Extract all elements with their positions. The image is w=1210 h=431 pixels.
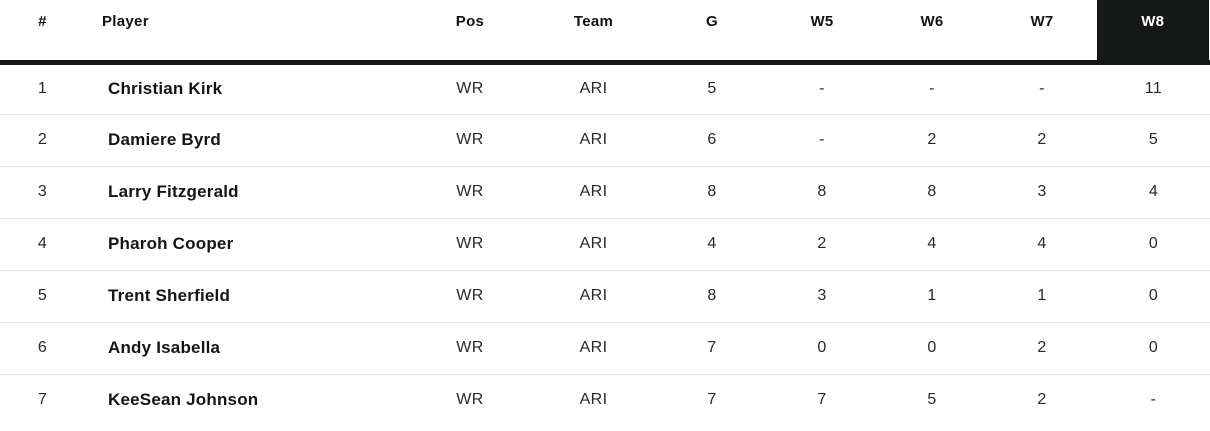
pos-cell: WR <box>410 373 530 426</box>
games-cell: 7 <box>657 373 767 426</box>
w5-cell: 0 <box>767 321 877 374</box>
header-row: # Player Pos Team G W5 W6 W7 W8 <box>0 0 1210 62</box>
player-name-cell: Trent Sherfield <box>80 269 410 322</box>
rank-cell: 2 <box>0 113 80 166</box>
table-body: 1 Christian Kirk WR ARI 5 - - - 11 2 Dam… <box>0 62 1210 426</box>
team-cell: ARI <box>530 217 657 270</box>
rank-cell: 1 <box>0 62 80 114</box>
w5-cell: 7 <box>767 373 877 426</box>
player-name-cell: KeeSean Johnson <box>80 373 410 426</box>
table-row: 7 KeeSean Johnson WR ARI 7 7 5 2 - <box>0 373 1210 426</box>
w8-cell: 0 <box>1097 269 1210 322</box>
w7-cell: 1 <box>987 269 1097 322</box>
rank-cell: 7 <box>0 373 80 426</box>
player-name-cell: Pharoh Cooper <box>80 217 410 270</box>
w7-cell: 3 <box>987 165 1097 218</box>
pos-cell: WR <box>410 165 530 218</box>
team-cell: ARI <box>530 113 657 166</box>
table-row: 4 Pharoh Cooper WR ARI 4 2 4 4 0 <box>0 217 1210 270</box>
w7-cell: 2 <box>987 113 1097 166</box>
w6-cell: 0 <box>877 321 987 374</box>
w6-cell: 1 <box>877 269 987 322</box>
w5-cell: - <box>767 113 877 166</box>
w7-cell: 2 <box>987 321 1097 374</box>
w6-cell: 5 <box>877 373 987 426</box>
games-cell: 7 <box>657 321 767 374</box>
games-cell: 8 <box>657 165 767 218</box>
w6-cell: 2 <box>877 113 987 166</box>
column-header-team[interactable]: Team <box>530 0 657 62</box>
w6-cell: 8 <box>877 165 987 218</box>
pos-cell: WR <box>410 269 530 322</box>
w5-cell: - <box>767 62 877 114</box>
games-cell: 5 <box>657 62 767 114</box>
column-header-w7[interactable]: W7 <box>987 0 1097 62</box>
rank-cell: 4 <box>0 217 80 270</box>
team-cell: ARI <box>530 373 657 426</box>
w8-cell: 11 <box>1097 62 1210 114</box>
table-row: 1 Christian Kirk WR ARI 5 - - - 11 <box>0 62 1210 114</box>
games-cell: 4 <box>657 217 767 270</box>
rank-cell: 5 <box>0 269 80 322</box>
team-cell: ARI <box>530 269 657 322</box>
w7-cell: 4 <box>987 217 1097 270</box>
w7-cell: 2 <box>987 373 1097 426</box>
column-header-w6[interactable]: W6 <box>877 0 987 62</box>
column-header-rank[interactable]: # <box>0 0 80 62</box>
pos-cell: WR <box>410 217 530 270</box>
column-header-w8-highlighted[interactable]: W8 <box>1097 0 1210 62</box>
table-row: 3 Larry Fitzgerald WR ARI 8 8 8 3 4 <box>0 165 1210 218</box>
rank-cell: 3 <box>0 165 80 218</box>
table-row: 6 Andy Isabella WR ARI 7 0 0 2 0 <box>0 321 1210 374</box>
column-header-pos[interactable]: Pos <box>410 0 530 62</box>
rank-cell: 6 <box>0 321 80 374</box>
w5-cell: 3 <box>767 269 877 322</box>
table-row: 5 Trent Sherfield WR ARI 8 3 1 1 0 <box>0 269 1210 322</box>
table-header: # Player Pos Team G W5 W6 W7 W8 <box>0 0 1210 62</box>
w8-cell: 0 <box>1097 321 1210 374</box>
player-name-cell: Christian Kirk <box>80 62 410 114</box>
games-cell: 6 <box>657 113 767 166</box>
w6-cell: - <box>877 62 987 114</box>
w8-cell: 4 <box>1097 165 1210 218</box>
team-cell: ARI <box>530 62 657 114</box>
w8-cell: 0 <box>1097 217 1210 270</box>
w8-cell: 5 <box>1097 113 1210 166</box>
team-cell: ARI <box>530 165 657 218</box>
player-name-cell: Andy Isabella <box>80 321 410 374</box>
games-cell: 8 <box>657 269 767 322</box>
w6-cell: 4 <box>877 217 987 270</box>
table-row: 2 Damiere Byrd WR ARI 6 - 2 2 5 <box>0 113 1210 166</box>
pos-cell: WR <box>410 62 530 114</box>
w8-cell: - <box>1097 373 1210 426</box>
pos-cell: WR <box>410 113 530 166</box>
column-header-g[interactable]: G <box>657 0 767 62</box>
player-name-cell: Damiere Byrd <box>80 113 410 166</box>
player-name-cell: Larry Fitzgerald <box>80 165 410 218</box>
pos-cell: WR <box>410 321 530 374</box>
w7-cell: - <box>987 62 1097 114</box>
column-header-w5[interactable]: W5 <box>767 0 877 62</box>
column-header-player[interactable]: Player <box>80 0 410 62</box>
team-cell: ARI <box>530 321 657 374</box>
w5-cell: 2 <box>767 217 877 270</box>
w5-cell: 8 <box>767 165 877 218</box>
